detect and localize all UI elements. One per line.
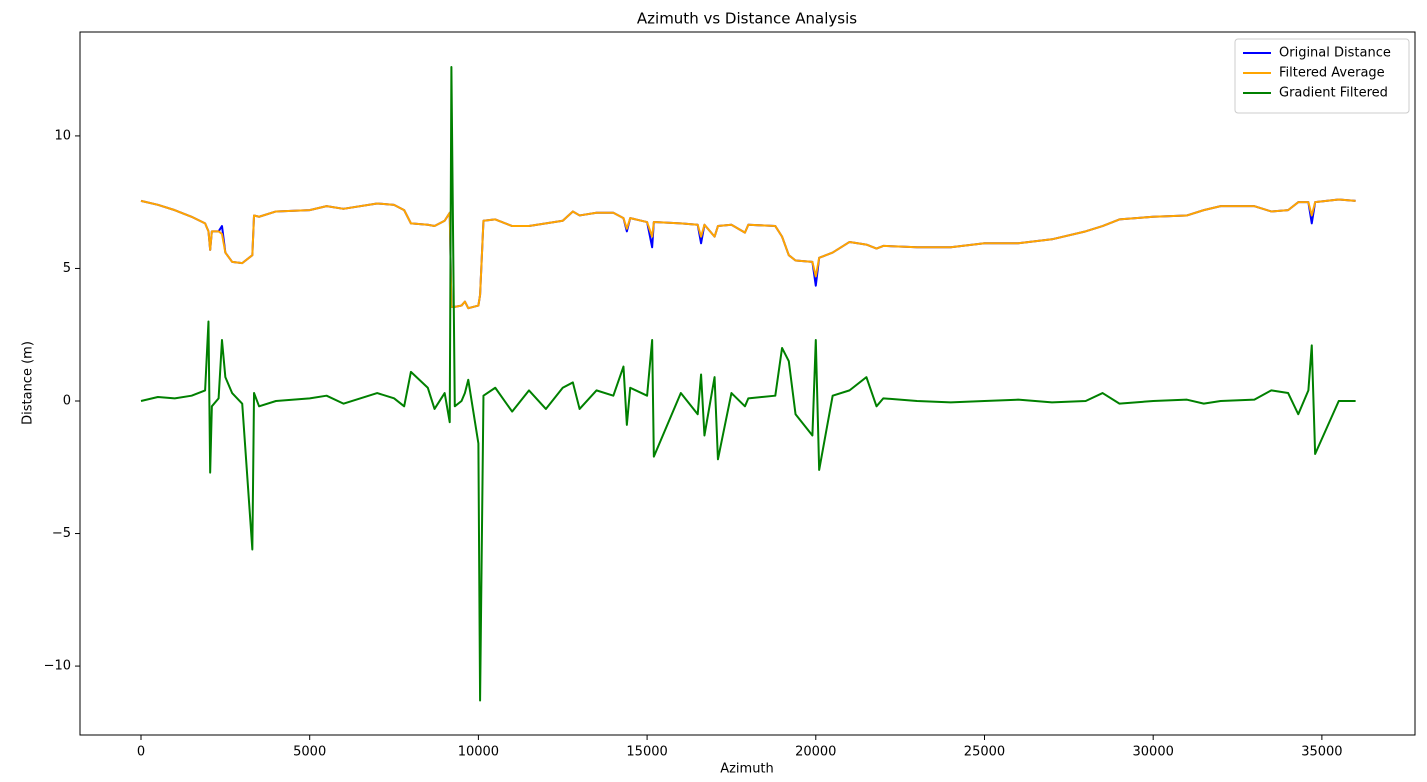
x-tick-label: 5000 — [293, 745, 326, 760]
series-line — [140, 198, 1356, 310]
y-tick-label: 0 — [63, 393, 71, 408]
x-tick-label: 35000 — [1301, 745, 1342, 760]
x-tick-label: 0 — [137, 745, 145, 760]
y-tick-label: 10 — [54, 128, 71, 143]
x-tick-label: 20000 — [795, 745, 836, 760]
legend-label: Filtered Average — [1279, 66, 1385, 81]
chart-title: Azimuth vs Distance Analysis — [637, 10, 857, 28]
x-tick-label: 15000 — [626, 745, 667, 760]
y-axis-label: Distance (m) — [21, 341, 36, 425]
plot-frame — [79, 31, 1416, 736]
x-tick-label: 30000 — [1133, 745, 1174, 760]
legend-box — [1234, 38, 1410, 114]
legend-label: Gradient Filtered — [1279, 86, 1388, 101]
x-axis-label: Azimuth — [720, 762, 774, 777]
x-tick-label: 10000 — [458, 745, 499, 760]
legend-label: Original Distance — [1279, 46, 1391, 61]
series-line — [140, 65, 1356, 702]
x-tick-label: 25000 — [964, 745, 1005, 760]
y-tick-label: −10 — [44, 659, 71, 674]
y-tick-label: −5 — [52, 526, 71, 541]
y-tick-label: 5 — [63, 261, 71, 276]
